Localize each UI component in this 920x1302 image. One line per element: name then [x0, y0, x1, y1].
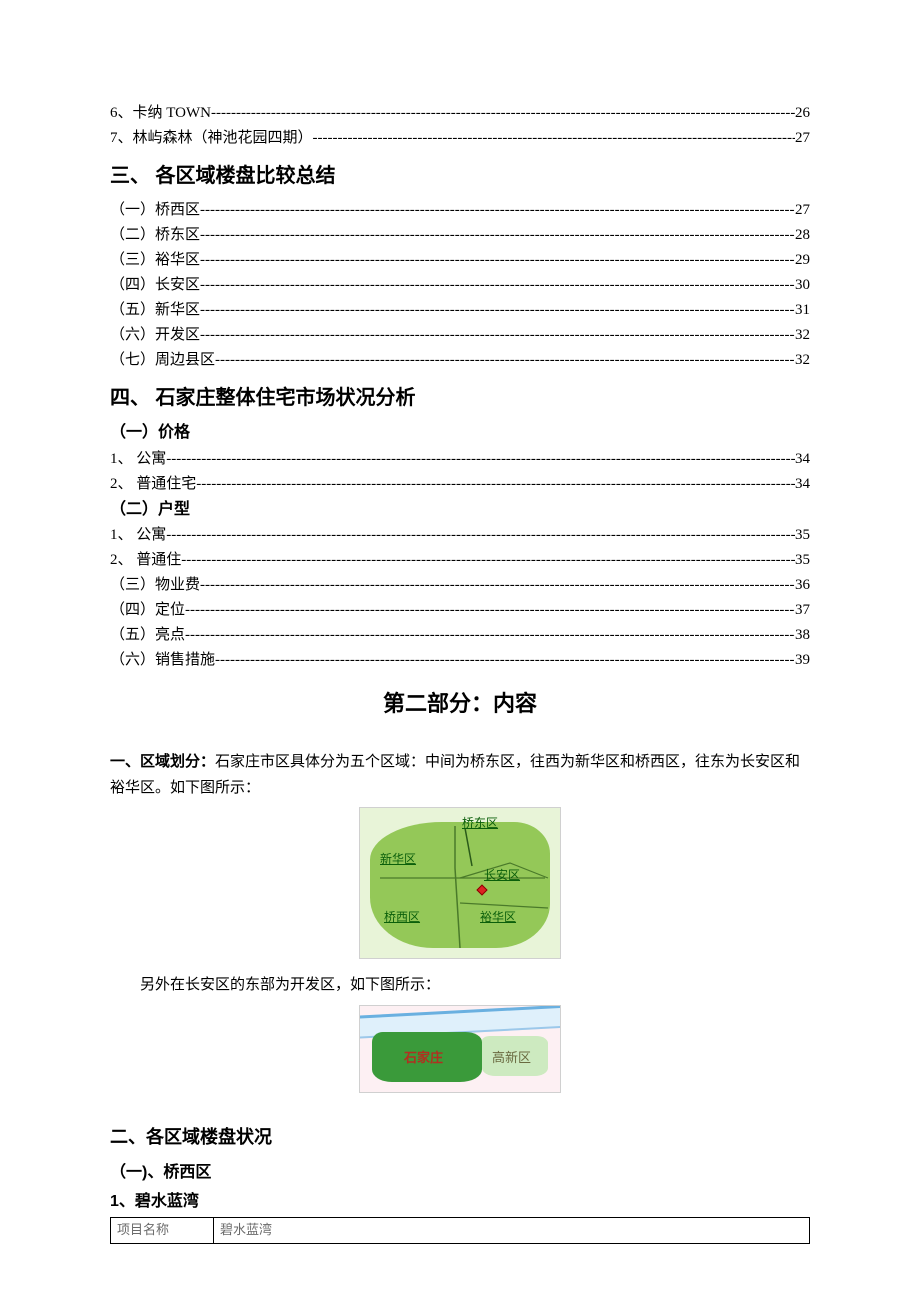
toc-leader — [185, 598, 795, 622]
toc-page: 31 — [795, 298, 810, 322]
toc-line: 2、 普通住宅 34 — [110, 472, 810, 496]
map-shape — [370, 822, 550, 948]
toc-line: （三）裕华区 29 — [110, 248, 810, 272]
toc-label: （五）新华区 — [110, 298, 200, 322]
toc-label: （一）桥西区 — [110, 198, 200, 222]
toc-page: 34 — [795, 447, 810, 471]
toc-label: 2、 普通住 — [110, 548, 181, 572]
table-row: 项目名称 碧水蓝湾 — [111, 1217, 810, 1243]
toc-line: （三）物业费 36 — [110, 573, 810, 597]
document-page: 6、卡纳 TOWN 26 7、林屿森林（神池花园四期） 27 三、 各区域楼盘比… — [0, 0, 920, 1284]
toc-page: 34 — [795, 472, 810, 496]
toc-leader — [200, 223, 795, 247]
toc-label: （四）长安区 — [110, 273, 200, 297]
table-key-project-name: 项目名称 — [111, 1217, 214, 1243]
toc-line: （五）亮点 38 — [110, 623, 810, 647]
toc-leader — [181, 548, 795, 572]
toc-page: 36 — [795, 573, 810, 597]
toc-leader — [215, 648, 795, 672]
toc-line: （四）长安区 30 — [110, 273, 810, 297]
toc-leader — [200, 573, 795, 597]
toc-label: 1、 公寓 — [110, 447, 166, 471]
toc-page: 26 — [795, 101, 810, 125]
toc-line: 1、 公寓 35 — [110, 523, 810, 547]
toc-leader — [200, 248, 795, 272]
map-label-sjz: 石家庄 — [404, 1048, 443, 1069]
district-map-image: 桥东区 新华区 长安区 桥西区 裕华区 — [359, 807, 561, 959]
toc-page: 38 — [795, 623, 810, 647]
heading-section-3: 三、 各区域楼盘比较总结 — [110, 160, 810, 192]
toc-page: 28 — [795, 223, 810, 247]
toc-label: （六）销售措施 — [110, 648, 215, 672]
toc-page: 32 — [795, 348, 810, 372]
map-label-qiaoxi: 桥西区 — [384, 908, 420, 927]
toc-leader — [200, 198, 795, 222]
toc-page: 35 — [795, 523, 810, 547]
toc-label: 1、 公寓 — [110, 523, 166, 547]
paragraph-region-division: 一、区域划分：石家庄市区具体分为五个区域：中间为桥东区，往西为新华区和桥西区，往… — [110, 749, 810, 801]
toc-leader — [196, 472, 795, 496]
subheading-price: （一）价格 — [110, 420, 190, 446]
toc-page: 32 — [795, 323, 810, 347]
devzone-map-image: 石家庄 高新区 — [359, 1005, 561, 1093]
map-label-qiaodong: 桥东区 — [462, 814, 498, 833]
toc-label: （二）桥东区 — [110, 223, 200, 247]
heading-section-4: 四、 石家庄整体住宅市场状况分析 — [110, 382, 810, 414]
toc-page: 27 — [795, 126, 810, 150]
toc-page: 29 — [795, 248, 810, 272]
heading-section-2-status: 二、各区域楼盘状况 — [110, 1123, 810, 1152]
map-label-xinhua: 新华区 — [380, 850, 416, 869]
map-1-container: 桥东区 新华区 长安区 桥西区 裕华区 — [110, 807, 810, 967]
map-label-changan: 长安区 — [484, 866, 520, 885]
paragraph-dev-zone: 另外在长安区的东部为开发区，如下图所示： — [110, 973, 810, 999]
toc-label: （七）周边县区 — [110, 348, 215, 372]
toc-leader — [166, 523, 795, 547]
toc-page: 27 — [795, 198, 810, 222]
toc-page: 30 — [795, 273, 810, 297]
item-bishuilanwan: 1、碧水蓝湾 — [110, 1189, 810, 1215]
paragraph-lead-bold: 一、区域划分： — [110, 753, 215, 770]
toc-page: 35 — [795, 548, 810, 572]
toc-leader — [185, 623, 795, 647]
toc-label: 2、 普通住宅 — [110, 472, 196, 496]
toc-leader — [200, 273, 795, 297]
subheading-qiaoxi: （一)、桥西区 — [110, 1160, 810, 1186]
toc-label: （三）裕华区 — [110, 248, 200, 272]
table-val-project-name: 碧水蓝湾 — [214, 1217, 810, 1243]
map-label-gxq: 高新区 — [492, 1048, 531, 1069]
part-2-title: 第二部分：内容 — [110, 686, 810, 721]
toc-line: （四）定位 37 — [110, 598, 810, 622]
toc-leader — [313, 126, 795, 150]
toc-label: （四）定位 — [110, 598, 185, 622]
toc-leader — [200, 298, 795, 322]
toc-line: （一）桥西区 27 — [110, 198, 810, 222]
map-2-container: 石家庄 高新区 — [110, 1005, 810, 1101]
subheading-huxing: （二）户型 — [110, 497, 190, 523]
toc-line: 6、卡纳 TOWN 26 — [110, 101, 810, 125]
toc-line: 1、 公寓 34 — [110, 447, 810, 471]
toc-label: （三）物业费 — [110, 573, 200, 597]
toc-line: （五）新华区 31 — [110, 298, 810, 322]
map-label-yuhua: 裕华区 — [480, 908, 516, 927]
toc-leader — [211, 101, 795, 125]
toc-line: （七）周边县区 32 — [110, 348, 810, 372]
toc-label: （六）开发区 — [110, 323, 200, 347]
toc-label: 7、林屿森林（神池花园四期） — [110, 126, 313, 150]
toc-line: （六）开发区 32 — [110, 323, 810, 347]
project-table: 项目名称 碧水蓝湾 — [110, 1217, 810, 1244]
toc-leader — [215, 348, 795, 372]
toc-line: 2、 普通住 35 — [110, 548, 810, 572]
toc-label: 6、卡纳 TOWN — [110, 101, 211, 125]
toc-subheading: （一）价格 — [110, 420, 810, 446]
toc-page: 39 — [795, 648, 810, 672]
toc-line: 7、林屿森林（神池花园四期） 27 — [110, 126, 810, 150]
toc-leader — [200, 323, 795, 347]
toc-label: （五）亮点 — [110, 623, 185, 647]
toc-subheading: （二）户型 — [110, 497, 810, 523]
toc-page: 37 — [795, 598, 810, 622]
toc-leader — [166, 447, 795, 471]
toc-line: （二）桥东区 28 — [110, 223, 810, 247]
toc-line: （六）销售措施 39 — [110, 648, 810, 672]
